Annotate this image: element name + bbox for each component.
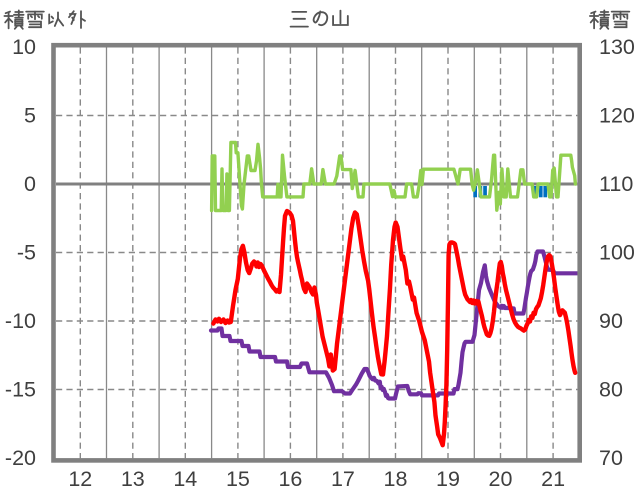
svg-text:10: 10: [12, 35, 36, 59]
svg-text:100: 100: [599, 240, 635, 264]
svg-text:13: 13: [121, 467, 145, 491]
svg-text:130: 130: [599, 35, 635, 59]
svg-text:-15: -15: [5, 377, 36, 401]
svg-text:19: 19: [436, 467, 460, 491]
svg-text:18: 18: [384, 467, 408, 491]
svg-text:-10: -10: [5, 309, 36, 333]
svg-text:16: 16: [278, 467, 302, 491]
svg-text:80: 80: [599, 377, 623, 401]
svg-text:0: 0: [24, 172, 36, 196]
svg-text:5: 5: [24, 103, 36, 127]
svg-text:21: 21: [541, 467, 565, 491]
svg-text:12: 12: [68, 467, 92, 491]
svg-text:110: 110: [599, 172, 633, 196]
svg-text:17: 17: [331, 467, 355, 491]
svg-text:90: 90: [599, 309, 623, 333]
svg-text:-20: -20: [5, 446, 36, 470]
svg-text:14: 14: [173, 467, 197, 491]
svg-text:20: 20: [489, 467, 513, 491]
svg-text:120: 120: [599, 103, 635, 127]
svg-text:15: 15: [226, 467, 250, 491]
svg-text:-5: -5: [17, 240, 36, 264]
svg-text:70: 70: [599, 446, 623, 470]
